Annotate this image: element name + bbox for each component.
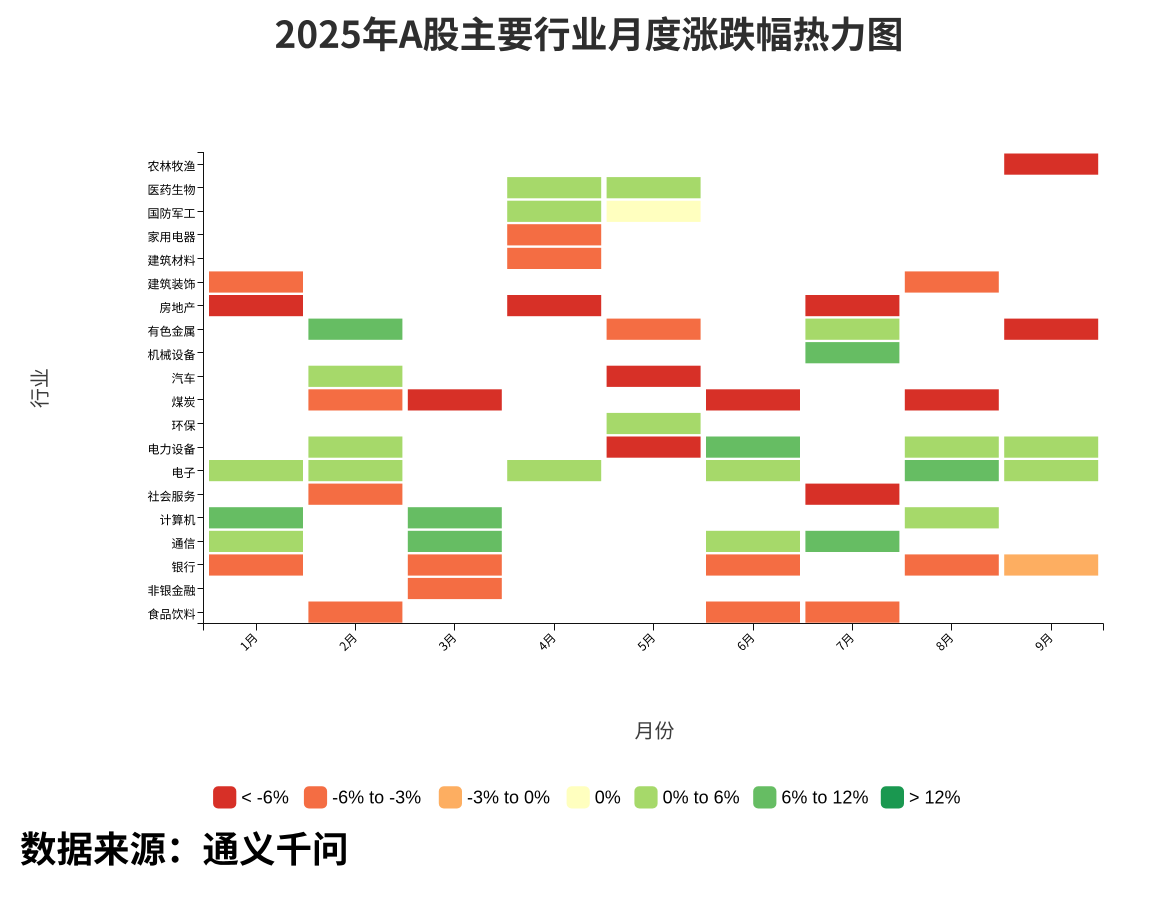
svg-text:0% to 6%: 0% to 6% xyxy=(663,788,740,808)
svg-text:< -6%: < -6% xyxy=(241,788,289,808)
svg-text:0%: 0% xyxy=(595,788,621,808)
svg-text:> 12%: > 12% xyxy=(909,788,961,808)
svg-text:-6% to -3%: -6% to -3% xyxy=(332,788,421,808)
svg-text:-3% to 0%: -3% to 0% xyxy=(467,788,550,808)
svg-text:6% to 12%: 6% to 12% xyxy=(781,788,868,808)
